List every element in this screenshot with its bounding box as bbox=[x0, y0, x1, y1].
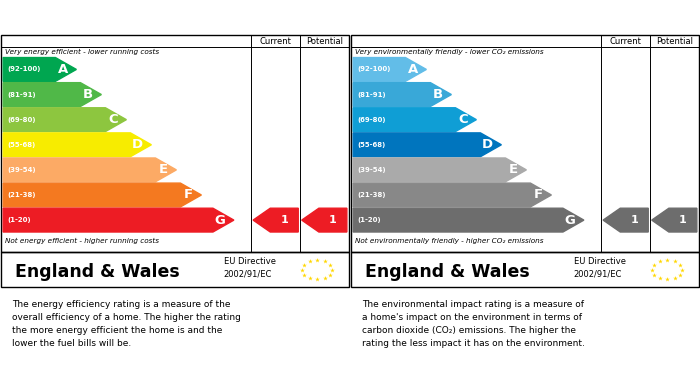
Text: 1: 1 bbox=[631, 215, 638, 225]
Text: G: G bbox=[214, 213, 225, 227]
Text: D: D bbox=[132, 138, 143, 151]
Polygon shape bbox=[353, 83, 452, 106]
Text: 1: 1 bbox=[329, 215, 337, 225]
Text: (21-38): (21-38) bbox=[357, 192, 386, 198]
Text: Potential: Potential bbox=[306, 37, 343, 46]
Polygon shape bbox=[353, 108, 477, 131]
Text: (92-100): (92-100) bbox=[357, 66, 391, 72]
Text: Potential: Potential bbox=[656, 37, 693, 46]
Polygon shape bbox=[302, 208, 347, 232]
Text: England & Wales: England & Wales bbox=[365, 262, 530, 281]
Text: (69-80): (69-80) bbox=[357, 117, 386, 123]
Text: (1-20): (1-20) bbox=[357, 217, 381, 223]
Text: E: E bbox=[159, 163, 168, 176]
Text: (55-68): (55-68) bbox=[357, 142, 386, 148]
Polygon shape bbox=[3, 57, 76, 81]
Text: (39-54): (39-54) bbox=[357, 167, 386, 173]
Polygon shape bbox=[353, 133, 501, 157]
Text: (69-80): (69-80) bbox=[7, 117, 36, 123]
Text: C: C bbox=[458, 113, 468, 126]
Text: Current: Current bbox=[260, 37, 292, 46]
Polygon shape bbox=[3, 108, 127, 131]
Text: EU Directive
2002/91/EC: EU Directive 2002/91/EC bbox=[223, 257, 276, 279]
Text: G: G bbox=[564, 213, 575, 227]
Text: (39-54): (39-54) bbox=[7, 167, 36, 173]
Text: England & Wales: England & Wales bbox=[15, 262, 180, 281]
Polygon shape bbox=[652, 208, 697, 232]
Text: Very energy efficient - lower running costs: Very energy efficient - lower running co… bbox=[5, 48, 159, 54]
Polygon shape bbox=[353, 208, 584, 232]
Text: The environmental impact rating is a measure of
a home's impact on the environme: The environmental impact rating is a mea… bbox=[362, 300, 584, 348]
Text: (55-68): (55-68) bbox=[7, 142, 36, 148]
Polygon shape bbox=[353, 158, 526, 182]
Text: Not energy efficient - higher running costs: Not energy efficient - higher running co… bbox=[5, 238, 159, 244]
Polygon shape bbox=[3, 183, 202, 207]
Polygon shape bbox=[603, 208, 648, 232]
Polygon shape bbox=[253, 208, 298, 232]
Polygon shape bbox=[3, 133, 151, 157]
Text: Very environmentally friendly - lower CO₂ emissions: Very environmentally friendly - lower CO… bbox=[355, 48, 543, 54]
Text: D: D bbox=[482, 138, 493, 151]
Text: (81-91): (81-91) bbox=[357, 91, 386, 98]
Text: (92-100): (92-100) bbox=[7, 66, 41, 72]
Polygon shape bbox=[3, 208, 234, 232]
Polygon shape bbox=[353, 183, 552, 207]
Text: F: F bbox=[183, 188, 192, 201]
Text: 1: 1 bbox=[281, 215, 288, 225]
Text: E: E bbox=[509, 163, 518, 176]
Text: A: A bbox=[57, 63, 68, 76]
Text: (81-91): (81-91) bbox=[7, 91, 36, 98]
Text: The energy efficiency rating is a measure of the
overall efficiency of a home. T: The energy efficiency rating is a measur… bbox=[12, 300, 241, 348]
Text: (21-38): (21-38) bbox=[7, 192, 36, 198]
Text: EU Directive
2002/91/EC: EU Directive 2002/91/EC bbox=[573, 257, 626, 279]
Polygon shape bbox=[3, 158, 176, 182]
Text: B: B bbox=[83, 88, 92, 101]
Text: Current: Current bbox=[610, 37, 642, 46]
Polygon shape bbox=[3, 83, 101, 106]
Text: (1-20): (1-20) bbox=[7, 217, 31, 223]
Text: A: A bbox=[407, 63, 418, 76]
Text: 1: 1 bbox=[679, 215, 687, 225]
Text: F: F bbox=[533, 188, 542, 201]
Polygon shape bbox=[353, 57, 426, 81]
Text: B: B bbox=[433, 88, 442, 101]
Text: Not environmentally friendly - higher CO₂ emissions: Not environmentally friendly - higher CO… bbox=[355, 238, 543, 244]
Text: Environmental Impact (CO₂) Rating: Environmental Impact (CO₂) Rating bbox=[362, 13, 608, 26]
Text: C: C bbox=[108, 113, 118, 126]
Text: Energy Efficiency Rating: Energy Efficiency Rating bbox=[12, 13, 183, 26]
